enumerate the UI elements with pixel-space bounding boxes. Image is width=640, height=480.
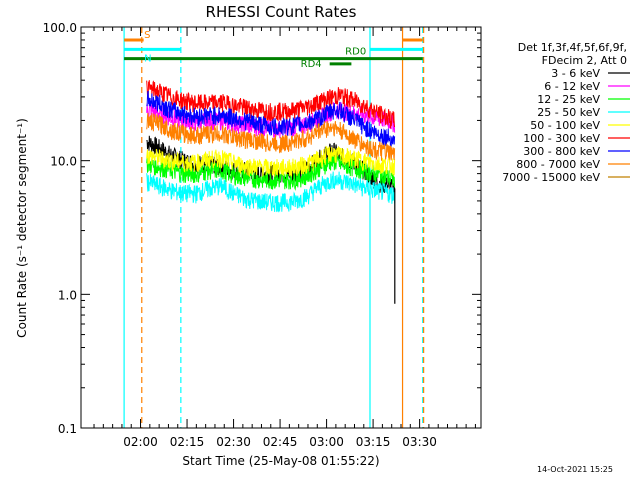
legend-label: 50 - 100 keV <box>530 119 600 132</box>
series-line <box>146 171 396 213</box>
legend-header: FDecim 2, Att 0 <box>542 54 627 67</box>
state-bar-label: S <box>144 30 150 41</box>
y-tick-label: 1.0 <box>58 288 77 302</box>
x-axis-label: Start Time (25-May-08 01:55:22) <box>182 454 379 468</box>
footer-date: 14-Oct-2021 15:25 <box>537 465 613 474</box>
y-tick-label: 10.0 <box>50 155 77 169</box>
state-bar-label: N <box>144 53 151 64</box>
x-tick-label: 03:00 <box>309 435 344 449</box>
state-bar-label: RD0 <box>345 47 366 58</box>
x-tick-label: 02:45 <box>263 435 298 449</box>
state-bar-label: RD4 <box>301 59 322 70</box>
x-tick-label: 03:15 <box>356 435 391 449</box>
series-line <box>146 90 396 149</box>
series-line <box>146 80 396 129</box>
legend: Det 1f,3f,4f,5f,6f,9f,FDecim 2, Att 03 -… <box>502 41 630 184</box>
y-tick-label: 0.1 <box>58 422 77 436</box>
chart-title: RHESSI Count Rates <box>206 3 357 21</box>
legend-label: 100 - 300 keV <box>523 132 600 145</box>
x-tick-label: 02:15 <box>170 435 205 449</box>
legend-label: 3 - 6 keV <box>551 67 600 80</box>
legend-header: Det 1f,3f,4f,5f,6f,9f, <box>518 41 627 54</box>
y-axis-label: Count Rate (s⁻¹ detector segment⁻¹) <box>15 118 29 338</box>
x-tick-label: 03:30 <box>402 435 437 449</box>
series-line <box>146 152 396 191</box>
plot-frame <box>80 26 482 429</box>
x-tick-label: 02:00 <box>123 435 158 449</box>
series-line <box>146 112 396 161</box>
legend-label: 6 - 12 keV <box>544 80 600 93</box>
legend-label: 25 - 50 keV <box>537 106 600 119</box>
legend-label: 7000 - 15000 keV <box>502 171 600 184</box>
y-tick-label: 100.0 <box>43 21 77 35</box>
legend-label: 800 - 7000 keV <box>516 158 600 171</box>
x-tick-label: 02:30 <box>216 435 251 449</box>
series-line <box>146 145 396 178</box>
legend-label: 12 - 25 keV <box>537 93 600 106</box>
legend-label: 300 - 800 keV <box>523 145 600 158</box>
